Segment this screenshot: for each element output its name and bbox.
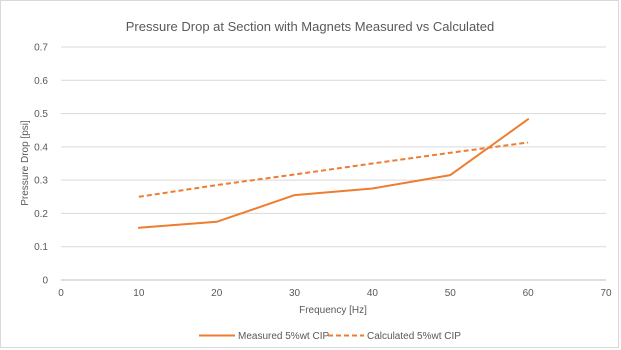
chart-title: Pressure Drop at Section with Magnets Me… (126, 19, 495, 34)
x-tick-label: 60 (523, 288, 535, 299)
legend-label: Calculated 5%wt CIP (367, 331, 461, 342)
x-tick-label: 70 (600, 288, 612, 299)
calculated-series-line (138, 141, 529, 198)
y-tick-label: 0.7 (34, 43, 48, 54)
y-tick-label: 0.6 (34, 76, 48, 87)
series-layer (137, 118, 530, 229)
legend: Measured 5%wt CIP Calculated 5%wt CIP (199, 331, 461, 342)
x-tick-label: 50 (445, 288, 457, 299)
y-tick-label: 0.1 (34, 242, 48, 253)
y-tick-label: 0.4 (34, 142, 48, 153)
y-tick-label: 0.2 (34, 209, 48, 220)
x-tick-label: 0 (58, 288, 64, 299)
gridlines (61, 46, 606, 248)
measured-series-line (137, 118, 530, 229)
x-tick-label: 10 (133, 288, 145, 299)
x-tick-label: 20 (211, 288, 223, 299)
y-tick-label: 0 (42, 276, 48, 287)
y-tick-label: 0.3 (34, 176, 48, 187)
y-axis-title: Pressure Drop [psi] (20, 120, 31, 206)
x-axis-title: Frequency [Hz] (299, 305, 367, 316)
legend-label: Measured 5%wt CIP (238, 331, 329, 342)
x-tick-label: 40 (367, 288, 379, 299)
y-tick-label: 0.5 (34, 109, 48, 120)
axes: 0 0.1 0.2 0.3 0.4 0.5 0.6 0.7 0 10 20 30 40 50 60 70 (34, 43, 612, 300)
x-tick-label: 30 (289, 288, 301, 299)
